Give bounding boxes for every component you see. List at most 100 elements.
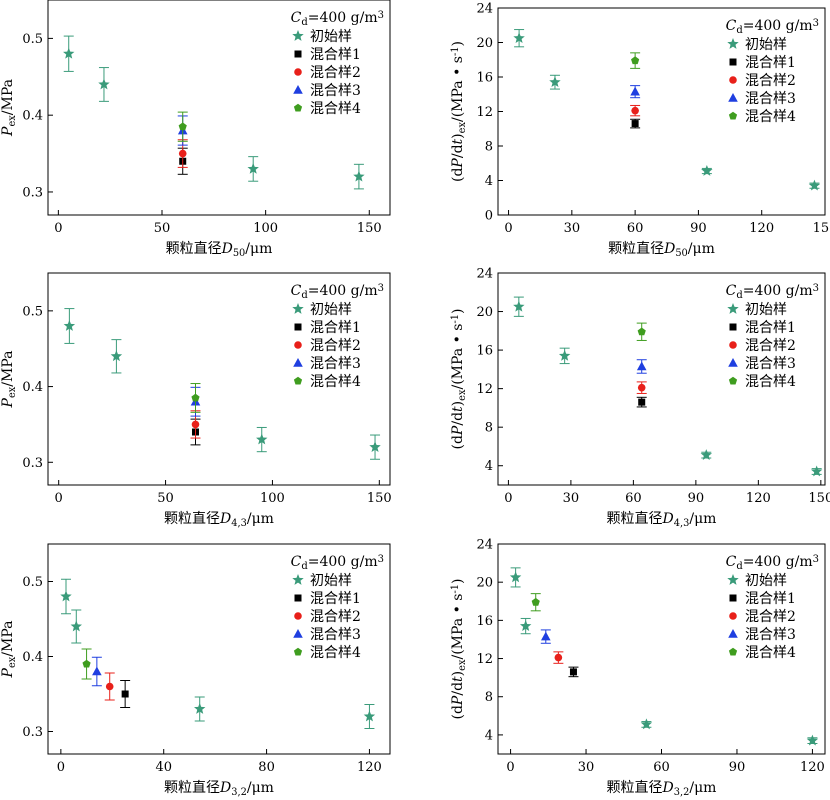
legend-entry: 混合样4: [745, 374, 796, 390]
x-tick-label: 40: [155, 760, 172, 775]
legend-marker: [294, 341, 302, 349]
y-tick-label: 0.5: [22, 304, 43, 319]
x-tick-label: 30: [578, 760, 595, 775]
legend-entry: 混合样4: [745, 109, 796, 125]
data-point: [353, 170, 365, 182]
x-tick-label: 150: [357, 221, 382, 236]
y-tick-label: 0.4: [22, 109, 43, 124]
legend-marker: [294, 323, 302, 331]
y-axis-label: (dP/dt)ex/(MPa • s-1): [450, 309, 468, 450]
data-point: [808, 179, 821, 191]
chart-panel-1: 0 50 100 150 0.3 0.4 0.5 颗粒直径D50/μm Pex/MPa Cd=40…: [0, 0, 391, 259]
data-point: [701, 165, 713, 176]
data-point: [509, 571, 522, 583]
y-tick-label: 12: [476, 105, 493, 120]
y-tick-label: 0.4: [22, 650, 43, 665]
data-point: [194, 703, 206, 714]
data-point: [191, 393, 200, 402]
x-tick-label: 100: [260, 491, 285, 506]
legend-entry: 混合样1: [745, 55, 796, 71]
y-tick-label: 20: [476, 36, 493, 51]
y-tick-label: 16: [476, 71, 493, 86]
data-point: [247, 162, 259, 174]
data-point: [513, 300, 525, 312]
data-point: [558, 349, 571, 361]
x-tick-label: 150: [808, 491, 830, 506]
legend-marker: [292, 303, 304, 314]
data-point: [363, 710, 376, 722]
legend-entry: 混合样4: [310, 374, 361, 390]
x-tick-label: 90: [688, 491, 705, 506]
y-tick-label: 0.4: [22, 380, 43, 395]
legend-marker: [292, 30, 304, 41]
x-tick-label: 60: [627, 221, 644, 236]
plot-frame: [47, 543, 391, 755]
data-point: [569, 668, 577, 676]
data-point: [637, 383, 646, 392]
data-point: [60, 590, 72, 602]
legend-entry: 混合样3: [745, 356, 796, 372]
y-tick-label: 12: [476, 652, 493, 667]
legend-title: Cd=400 g/m3: [726, 283, 819, 301]
legend-entry: 混合样1: [310, 320, 361, 336]
y-tick-label: 20: [476, 305, 493, 320]
legend-marker: [728, 629, 738, 638]
chart-panel-2: 0 30 60 90 120 150 0 4 8 12 16 20 24 颗粒直径D50/μm (dP/dt…: [450, 2, 830, 259]
y-tick-label: 4: [485, 459, 493, 474]
legend-title: Cd=400 g/m3: [726, 18, 819, 36]
x-tick-label: 90: [690, 221, 707, 236]
data-point: [810, 465, 823, 477]
y-tick-label: 16: [476, 614, 493, 629]
legend-entry: 混合样3: [310, 627, 361, 643]
legend-marker: [293, 376, 303, 385]
legend-marker: [728, 358, 738, 367]
data-point: [98, 78, 110, 90]
x-tick-label: 150: [813, 221, 830, 236]
legend-entry: 混合样2: [745, 338, 796, 354]
legend-title: Cd=400 g/m3: [291, 554, 384, 572]
x-axis-label: 颗粒直径D50/μm: [608, 240, 715, 259]
legend-entry: 混合样1: [310, 47, 361, 63]
chart-panel-4: 0 30 60 90 120 150 4 8 12 16 20 24 颗粒直径D4,3/μm (dP/dt…: [450, 267, 830, 529]
data-point: [631, 56, 640, 65]
data-point: [256, 433, 268, 445]
x-tick-label: 120: [749, 221, 774, 236]
data-point: [63, 320, 76, 331]
data-point: [540, 631, 551, 641]
legend-entry: 初始样: [310, 301, 352, 318]
x-axis-label: 颗粒直径D3,2/μm: [164, 779, 274, 798]
legend-marker: [293, 647, 303, 656]
legend-marker: [294, 68, 302, 76]
legend-marker: [294, 594, 302, 602]
data-point: [531, 597, 540, 606]
y-axis-label: Pex/MPa: [0, 351, 18, 409]
legend-entry: 混合样2: [745, 609, 796, 625]
legend-entry: 混合样4: [310, 101, 361, 117]
x-tick-label: 30: [563, 491, 580, 506]
legend-entry: 初始样: [310, 28, 352, 45]
legend-marker: [729, 58, 737, 66]
data-point: [640, 718, 653, 730]
y-tick-label: 8: [485, 140, 493, 155]
legend-marker: [729, 323, 737, 331]
data-point: [637, 327, 646, 336]
legend-marker: [728, 376, 738, 385]
y-tick-label: 16: [476, 344, 493, 359]
y-axis-label: (dP/dt)ex/(MPa • s-1): [450, 579, 468, 720]
legend-marker: [293, 629, 303, 638]
x-tick-label: 30: [564, 221, 581, 236]
legend-title: Cd=400 g/m3: [291, 283, 384, 301]
data-point: [178, 122, 187, 131]
legend-entry: 混合样3: [310, 356, 361, 372]
legend-marker: [728, 111, 738, 120]
x-tick-label: 60: [625, 491, 642, 506]
data-point: [638, 398, 646, 406]
data-point: [110, 350, 123, 362]
legend-marker: [728, 647, 738, 656]
legend-marker: [293, 85, 303, 94]
data-point: [369, 441, 381, 452]
legend-marker: [294, 50, 302, 58]
legend-entry: 混合样1: [310, 591, 361, 607]
x-tick-label: 0: [55, 491, 63, 506]
